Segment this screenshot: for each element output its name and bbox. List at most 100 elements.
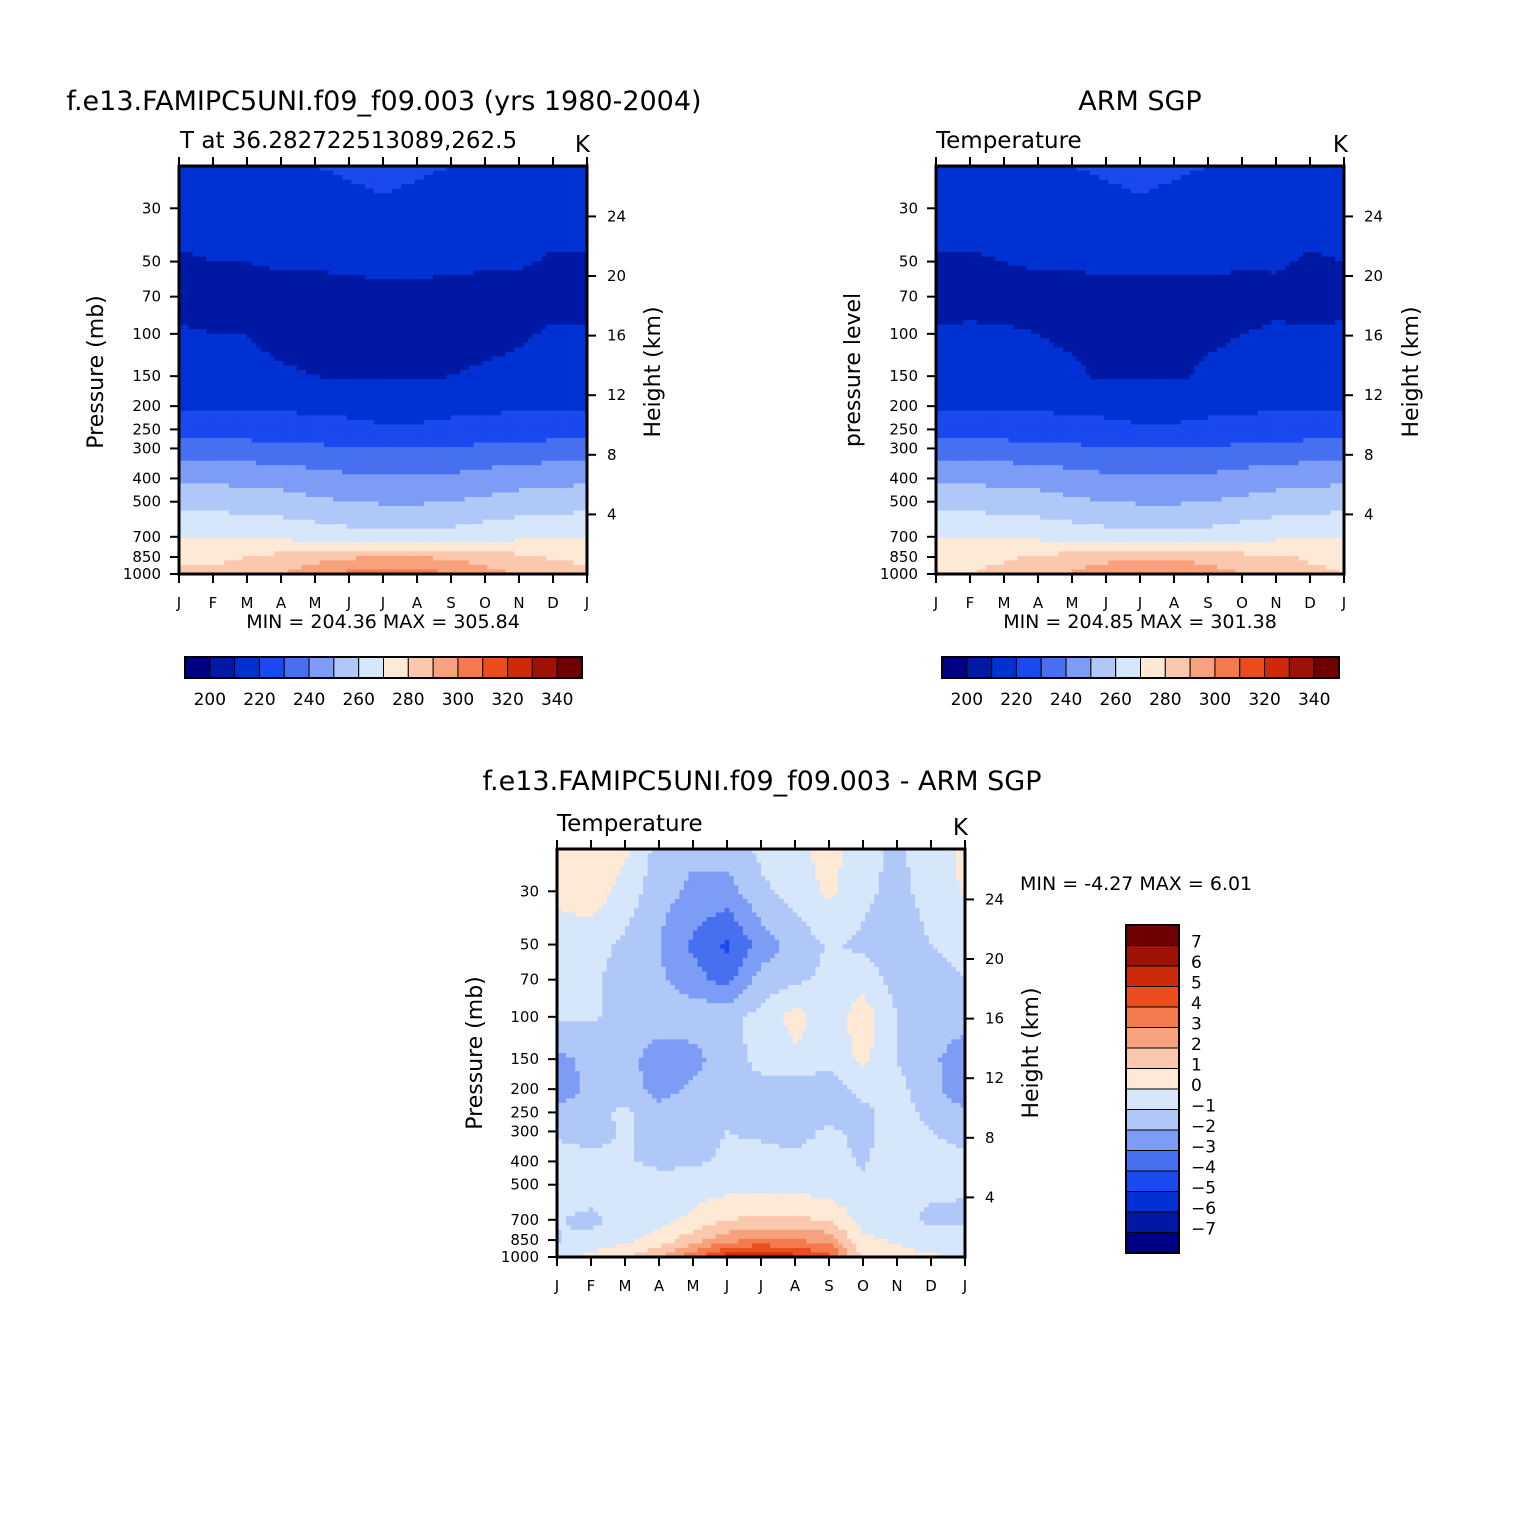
- contour-cell: [260, 243, 266, 249]
- contour-cell: [219, 474, 225, 480]
- contour-cell: [292, 315, 298, 321]
- contour-cell: [364, 229, 370, 235]
- contour-cell: [206, 515, 212, 521]
- contour-cell: [179, 478, 185, 484]
- contour-cell: [346, 424, 352, 430]
- contour-cell: [201, 243, 207, 249]
- contour-cell: [383, 447, 389, 453]
- contour-cell: [360, 274, 366, 280]
- contour-cell: [233, 302, 239, 308]
- contour-cell: [369, 252, 375, 258]
- contour-cell: [342, 288, 348, 294]
- contour-cell: [346, 465, 352, 471]
- contour-cell: [192, 506, 198, 512]
- contour-cell: [292, 360, 298, 367]
- contour-cell: [260, 537, 266, 543]
- contour-cell: [256, 252, 262, 258]
- contour-cell: [201, 569, 207, 575]
- contour-cell: [197, 184, 203, 190]
- contour-cell: [260, 179, 266, 185]
- contour-cell: [383, 197, 389, 203]
- contour-cell: [396, 229, 402, 235]
- contour-cell: [260, 438, 266, 444]
- contour-cell: [419, 234, 425, 240]
- contour-cell: [237, 546, 244, 552]
- contour-cell: [219, 338, 225, 344]
- contour-cell: [292, 356, 298, 362]
- contour-cell: [296, 220, 302, 226]
- contour-cell: [423, 438, 429, 444]
- contour-cell: [219, 401, 225, 407]
- contour-cell: [328, 347, 334, 353]
- contour-cell: [233, 451, 239, 457]
- contour-cell: [387, 401, 393, 407]
- contour-cell: [337, 342, 343, 348]
- contour-cell: [355, 170, 361, 176]
- contour-cell: [419, 365, 425, 371]
- contour-cell: [310, 288, 316, 294]
- contour-cell: [387, 438, 393, 444]
- contour-cell: [274, 311, 280, 317]
- contour-cell: [328, 469, 334, 475]
- contour-cell: [410, 564, 416, 571]
- contour-cell: [292, 351, 298, 357]
- contour-cell: [315, 506, 321, 512]
- contour-cell: [310, 342, 316, 348]
- contour-cell: [373, 175, 380, 181]
- contour-cell: [265, 315, 271, 321]
- contour-cell: [337, 555, 343, 561]
- contour-cell: [405, 474, 411, 480]
- contour-cell: [287, 506, 293, 512]
- contour-cell: [301, 546, 307, 552]
- contour-cell: [305, 238, 312, 244]
- contour-cell: [419, 229, 425, 235]
- contour-cell: [401, 175, 407, 181]
- contour-cell: [260, 270, 266, 276]
- contour-cell: [287, 311, 293, 317]
- contour-cell: [305, 215, 312, 221]
- contour-cell: [219, 211, 225, 217]
- contour-cell: [296, 524, 302, 530]
- contour-cell: [373, 166, 380, 172]
- contour-cell: [428, 238, 434, 244]
- contour-cell: [278, 302, 284, 308]
- contour-cell: [269, 360, 275, 367]
- contour-cell: [333, 270, 339, 276]
- contour-cell: [310, 360, 316, 367]
- contour-cell: [251, 184, 257, 190]
- contour-cell: [324, 261, 330, 267]
- contour-cell: [265, 202, 271, 208]
- contour-cell: [265, 243, 271, 249]
- contour-cell: [237, 211, 244, 217]
- contour-cell: [228, 320, 234, 326]
- contour-cell: [369, 170, 375, 176]
- contour-cell: [287, 243, 293, 249]
- contour-cell: [315, 360, 321, 367]
- contour-cell: [301, 424, 307, 430]
- contour-cell: [228, 419, 234, 425]
- contour-cell: [410, 569, 416, 575]
- contour-cell: [396, 438, 402, 444]
- contour-cell: [360, 347, 366, 353]
- contour-cell: [219, 460, 225, 466]
- contour-cell: [228, 478, 234, 484]
- contour-cell: [260, 311, 266, 317]
- contour-cell: [192, 451, 198, 457]
- contour-cell: [251, 252, 257, 258]
- contour-cell: [183, 338, 189, 344]
- contour-cell: [188, 533, 194, 539]
- contour-cell: [296, 510, 302, 516]
- contour-cell: [256, 419, 262, 425]
- contour-cell: [219, 333, 225, 339]
- contour-cell: [360, 533, 366, 539]
- contour-cell: [410, 347, 416, 353]
- contour-cell: [283, 179, 289, 185]
- contour-cell: [310, 292, 316, 299]
- contour-cell: [396, 465, 402, 471]
- contour-cell: [274, 456, 280, 462]
- contour-cell: [228, 546, 234, 552]
- contour-cell: [333, 428, 339, 435]
- contour-cell: [269, 460, 275, 466]
- contour-cell: [310, 365, 316, 371]
- contour-cell: [260, 487, 266, 493]
